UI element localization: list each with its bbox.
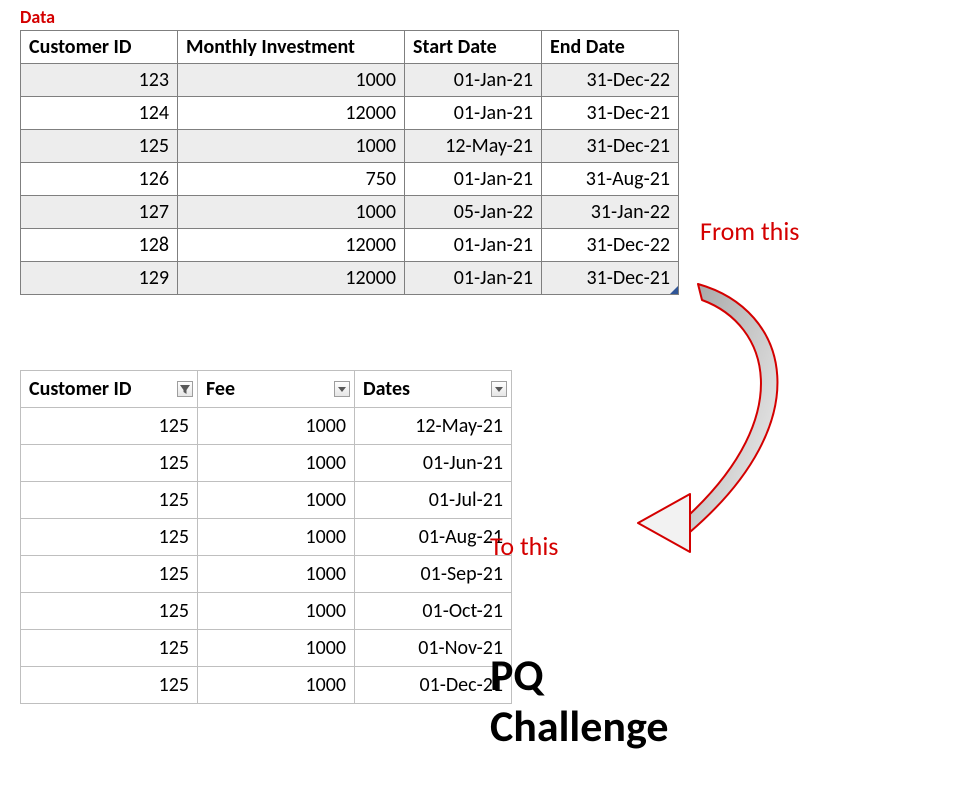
cell: 31-Jan-22 — [542, 196, 679, 229]
cell: 01-Nov-21 — [355, 630, 512, 667]
table-row: 123 1000 01-Jan-21 31-Dec-22 — [21, 64, 679, 97]
cell: 05-Jan-22 — [405, 196, 542, 229]
cell: 31-Dec-21 — [542, 130, 679, 163]
filter-dropdown-icon[interactable] — [491, 381, 507, 397]
cell: 128 — [21, 229, 178, 262]
title-line-2: Challenge — [490, 699, 669, 753]
cell: 129 — [21, 262, 178, 295]
filter-dropdown-icon[interactable] — [334, 381, 350, 397]
curved-arrow-icon — [620, 280, 840, 580]
cell: 01-Aug-21 — [355, 519, 512, 556]
annotation-from: From this — [700, 215, 799, 247]
cell: 125 — [21, 556, 198, 593]
cell: 01-Dec-21 — [355, 667, 512, 704]
cell: 1000 — [198, 593, 355, 630]
cell: 1000 — [178, 64, 405, 97]
col-label: Fee — [206, 377, 235, 401]
cell: 125 — [21, 445, 198, 482]
data-heading: Data — [20, 6, 55, 28]
col-dates: Dates — [355, 371, 512, 408]
table-row: 125 1000 01-Jun-21 — [21, 445, 512, 482]
cell: 31-Dec-22 — [542, 229, 679, 262]
cell: 31-Aug-21 — [542, 163, 679, 196]
cell: 12000 — [178, 97, 405, 130]
cell: 01-Jan-21 — [405, 262, 542, 295]
cell: 127 — [21, 196, 178, 229]
cell: 1000 — [198, 482, 355, 519]
table-row: 125 1000 01-Sep-21 — [21, 556, 512, 593]
cell: 1000 — [178, 130, 405, 163]
title-line-1: PQ — [490, 648, 544, 702]
cell: 125 — [21, 519, 198, 556]
cell: 01-Jan-21 — [405, 163, 542, 196]
cell: 12000 — [178, 262, 405, 295]
col-label: Customer ID — [29, 377, 131, 401]
table-row: 125 1000 01-Nov-21 — [21, 630, 512, 667]
cell: 123 — [21, 64, 178, 97]
table-header-row: Customer ID Fee Da — [21, 371, 512, 408]
cell: 31-Dec-21 — [542, 97, 679, 130]
cell: 125 — [21, 667, 198, 704]
cell: 1000 — [198, 519, 355, 556]
cell: 125 — [21, 408, 198, 445]
cell: 1000 — [198, 445, 355, 482]
annotation-to: To this — [490, 530, 558, 562]
cell: 01-Sep-21 — [355, 556, 512, 593]
table-row: 125 1000 01-Dec-21 — [21, 667, 512, 704]
filter-active-icon[interactable] — [177, 381, 193, 397]
cell: 1000 — [198, 630, 355, 667]
cell: 750 — [178, 163, 405, 196]
cell: 1000 — [198, 408, 355, 445]
cell: 12-May-21 — [405, 130, 542, 163]
cell: 01-Jul-21 — [355, 482, 512, 519]
table-row: 129 12000 01-Jan-21 31-Dec-21 — [21, 262, 679, 295]
cell: 1000 — [198, 667, 355, 704]
col-start-date: Start Date — [405, 31, 542, 64]
table-header-row: Customer ID Monthly Investment Start Dat… — [21, 31, 679, 64]
canvas: Data Customer ID Monthly Investment Star… — [0, 0, 961, 797]
cell: 125 — [21, 630, 198, 667]
table-row: 125 1000 01-Aug-21 — [21, 519, 512, 556]
cell: 1000 — [178, 196, 405, 229]
table-row: 124 12000 01-Jan-21 31-Dec-21 — [21, 97, 679, 130]
cell: 1000 — [198, 556, 355, 593]
table-row: 125 1000 12-May-21 — [21, 408, 512, 445]
col-customer-id: Customer ID — [21, 371, 198, 408]
table-row: 127 1000 05-Jan-22 31-Jan-22 — [21, 196, 679, 229]
col-end-date: End Date — [542, 31, 679, 64]
source-table: Customer ID Monthly Investment Start Dat… — [20, 30, 679, 295]
cell: 01-Jan-21 — [405, 97, 542, 130]
cell: 126 — [21, 163, 178, 196]
col-fee: Fee — [198, 371, 355, 408]
col-customer-id: Customer ID — [21, 31, 178, 64]
table-row: 125 1000 01-Oct-21 — [21, 593, 512, 630]
table-row: 126 750 01-Jan-21 31-Aug-21 — [21, 163, 679, 196]
col-monthly-investment: Monthly Investment — [178, 31, 405, 64]
cell: 125 — [21, 482, 198, 519]
cell: 01-Jan-21 — [405, 229, 542, 262]
cell: 125 — [21, 130, 178, 163]
cell: 01-Oct-21 — [355, 593, 512, 630]
cell: 12000 — [178, 229, 405, 262]
cell: 125 — [21, 593, 198, 630]
table-row: 128 12000 01-Jan-21 31-Dec-22 — [21, 229, 679, 262]
col-label: Dates — [363, 377, 410, 401]
table-row: 125 1000 01-Jul-21 — [21, 482, 512, 519]
cell: 12-May-21 — [355, 408, 512, 445]
pq-challenge-title: PQ Challenge — [490, 650, 669, 751]
cell: 01-Jan-21 — [405, 64, 542, 97]
result-table: Customer ID Fee Da — [20, 370, 512, 704]
cell: 124 — [21, 97, 178, 130]
cell: 31-Dec-22 — [542, 64, 679, 97]
table-row: 125 1000 12-May-21 31-Dec-21 — [21, 130, 679, 163]
cell: 01-Jun-21 — [355, 445, 512, 482]
